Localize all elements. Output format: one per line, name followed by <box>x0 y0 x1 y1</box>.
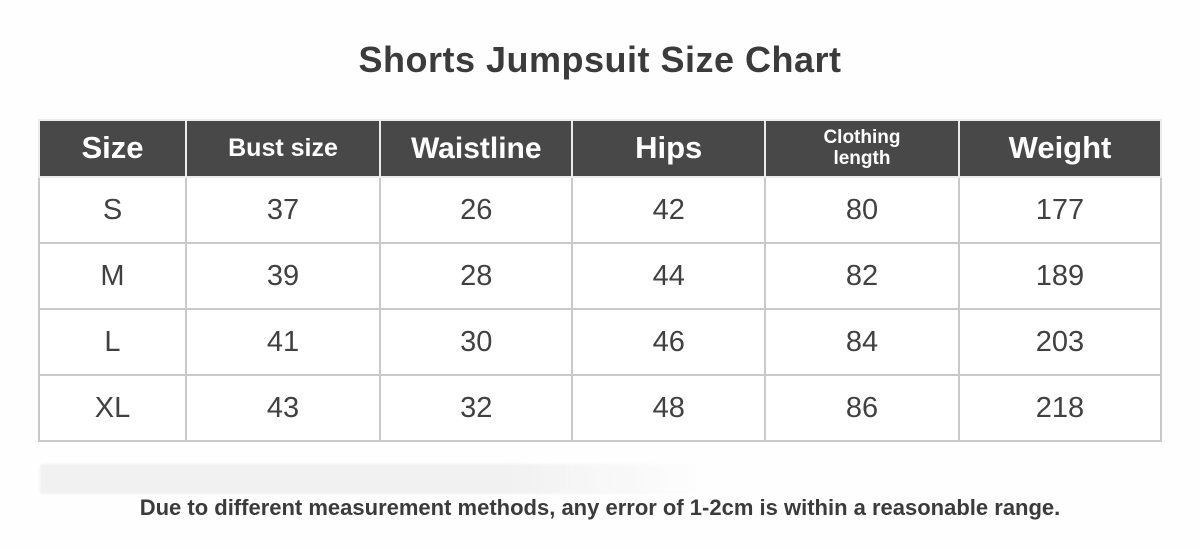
size-label-cell: XL <box>38 374 187 442</box>
measurement-cell: 80 <box>763 176 961 244</box>
measurement-cell: 44 <box>571 242 766 310</box>
table-row-size-xl: XL 43 32 48 86 218 <box>38 374 1162 442</box>
column-header-label: Waistline <box>410 132 542 165</box>
column-header-bust-size: Bust size <box>184 119 382 178</box>
measurement-cell: 86 <box>763 374 961 442</box>
measurement-cell: 203 <box>958 308 1162 376</box>
column-header-waistline: Waistline <box>379 119 574 178</box>
table-row-size-s: S 37 26 42 80 177 <box>38 176 1162 244</box>
column-header-hips: Hips <box>571 119 766 178</box>
size-label-cell: M <box>38 242 187 310</box>
column-header-label: Clothing length <box>823 126 901 169</box>
measurement-cell: 82 <box>763 242 961 310</box>
measurement-cell: 48 <box>571 374 766 442</box>
table-body: S 37 26 42 80 177 M 39 28 44 82 189 L 41 30 46 84 203 XL 43… <box>38 176 1162 442</box>
measurement-cell: 41 <box>184 308 382 376</box>
column-header-label: Bust size <box>228 133 338 162</box>
measurement-cell: 37 <box>184 176 382 244</box>
measurement-cell: 46 <box>571 308 766 376</box>
measurement-cell: 26 <box>379 176 574 244</box>
measurement-cell: 42 <box>571 176 766 244</box>
measurement-cell: 189 <box>958 242 1162 310</box>
column-header-label: Weight <box>1008 130 1112 166</box>
column-header-label: Hips <box>635 130 703 166</box>
measurement-cell: 30 <box>379 308 574 376</box>
measurement-note: Due to different measurement methods, an… <box>139 495 1061 520</box>
size-chart-table: Size Bust size Waistline Hips Clothing lengt… <box>38 119 1162 442</box>
column-header-label: Size <box>81 130 144 166</box>
size-label-cell: L <box>38 308 187 376</box>
page-title: Shorts Jumpsuit Size Chart <box>358 39 842 80</box>
column-header-size: Size <box>38 119 187 178</box>
column-header-weight: Weight <box>958 119 1162 178</box>
measurement-cell: 218 <box>958 374 1162 442</box>
size-label-cell: S <box>38 176 187 244</box>
table-row-size-m: M 39 28 44 82 189 <box>38 242 1162 310</box>
measurement-cell: 39 <box>184 242 382 310</box>
table-header-row: Size Bust size Waistline Hips Clothing lengt… <box>38 119 1162 178</box>
measurement-cell: 177 <box>958 176 1162 244</box>
measurement-cell: 84 <box>763 308 961 376</box>
table-row-size-l: L 41 30 46 84 203 <box>38 308 1162 376</box>
measurement-cell: 28 <box>379 242 574 310</box>
column-header-clothing-length: Clothing length <box>763 119 961 178</box>
measurement-cell: 43 <box>184 374 382 442</box>
faded-watermark <box>40 464 708 494</box>
measurement-cell: 32 <box>379 374 574 442</box>
